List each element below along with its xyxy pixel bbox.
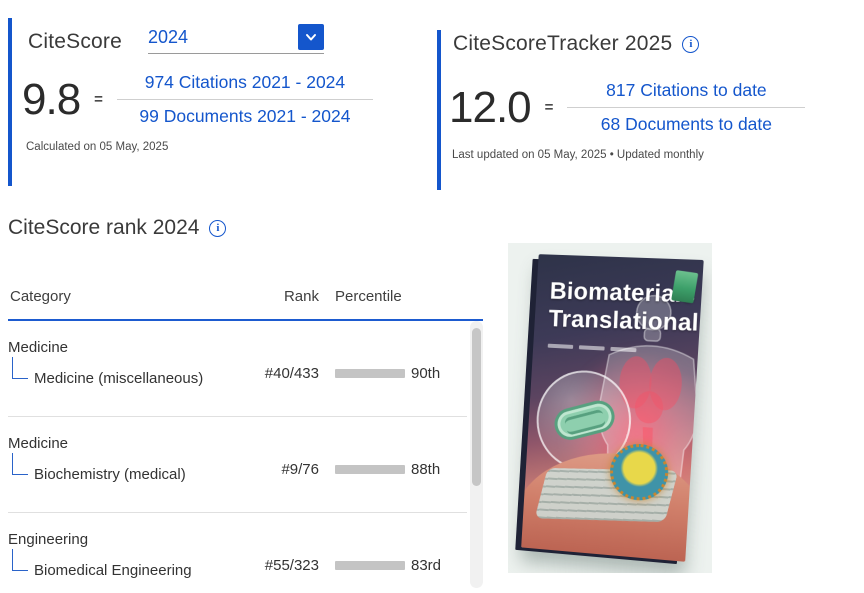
table-scrollbar-track[interactable] <box>470 321 483 588</box>
tree-elbow-icon <box>12 357 28 379</box>
percentile-label: 88th <box>411 461 440 478</box>
rank-table: Category Rank Percentile Medicine Medici… <box>8 284 483 588</box>
category-sub: Medicine (miscellaneous) <box>34 370 243 387</box>
fraction-divider <box>567 107 805 108</box>
column-category: Category <box>10 288 243 305</box>
equals-sign: = <box>94 91 103 108</box>
journal-cover: Biomaterials Translational <box>508 243 712 573</box>
cover-title-line2: Translational <box>548 305 699 337</box>
citescore-year-value[interactable]: 2024 <box>148 27 188 54</box>
citescore-year-dropdown[interactable]: 2024 <box>148 24 324 54</box>
percentile-label: 90th <box>411 365 440 382</box>
year-underline <box>148 53 324 54</box>
percentile-label: 83rd <box>411 557 441 574</box>
rank-title: CiteScore rank 2024 <box>8 216 199 240</box>
tracker-title: CiteScoreTracker 2025 <box>453 32 672 56</box>
category-sub: Biochemistry (medical) <box>34 466 243 483</box>
table-row: Medicine Medicine (miscellaneous) #40/43… <box>8 321 483 417</box>
category-parent: Engineering <box>8 531 243 548</box>
info-icon[interactable]: i <box>682 36 699 53</box>
tracker-panel: CiteScoreTracker 2025 i 12.0 = 817 Citat… <box>437 30 862 195</box>
tree-elbow-icon <box>12 453 28 475</box>
table-row: Medicine Biochemistry (medical) #9/76 88… <box>8 417 483 513</box>
rank-value: #40/433 <box>243 357 319 382</box>
tracker-footnote: Last updated on 05 May, 2025 • Updated m… <box>437 137 862 161</box>
fraction-divider <box>117 99 373 100</box>
panel-accent-bar <box>437 30 441 190</box>
mitochondrion-art <box>551 397 618 443</box>
info-icon[interactable]: i <box>209 220 226 237</box>
citescore-value: 9.8 <box>22 75 80 125</box>
percentile-bar <box>335 465 405 474</box>
year-dropdown-button[interactable] <box>298 24 324 50</box>
panel-accent-bar <box>8 18 12 186</box>
tree-elbow-icon <box>12 549 28 571</box>
documents-link[interactable]: 99 Documents 2021 - 2024 <box>129 104 360 129</box>
chevron-down-icon <box>304 30 318 44</box>
rank-table-header: Category Rank Percentile <box>8 284 483 319</box>
table-scrollbar-thumb[interactable] <box>472 328 481 486</box>
category-sub: Biomedical Engineering <box>34 562 243 579</box>
citescore-title: CiteScore <box>28 30 122 54</box>
percentile-bar <box>335 561 405 570</box>
journal-cover-book: Biomaterials Translational <box>521 254 704 562</box>
column-rank: Rank <box>243 288 319 305</box>
tracker-documents-link[interactable]: 68 Documents to date <box>591 112 782 137</box>
tracker-value: 12.0 <box>449 83 531 133</box>
tracker-citations-link[interactable]: 817 Citations to date <box>596 78 777 103</box>
column-percentile: Percentile <box>335 288 469 305</box>
table-row: Engineering Biomedical Engineering #55/3… <box>8 513 483 588</box>
category-parent: Medicine <box>8 435 243 452</box>
category-parent: Medicine <box>8 339 243 356</box>
rank-table-body: Medicine Medicine (miscellaneous) #40/43… <box>8 321 483 588</box>
rank-value: #9/76 <box>243 453 319 478</box>
rank-value: #55/323 <box>243 549 319 574</box>
rank-title-row: CiteScore rank 2024 i <box>8 216 226 240</box>
equals-sign: = <box>545 99 554 116</box>
citescore-panel: CiteScore 2024 9.8 = 974 Citations 2021 … <box>8 18 420 190</box>
citescore-widget: CiteScore 2024 9.8 = 974 Citations 2021 … <box>0 0 864 593</box>
citations-link[interactable]: 974 Citations 2021 - 2024 <box>135 70 355 95</box>
citescore-footnote: Calculated on 05 May, 2025 <box>8 129 420 153</box>
percentile-bar <box>335 369 405 378</box>
